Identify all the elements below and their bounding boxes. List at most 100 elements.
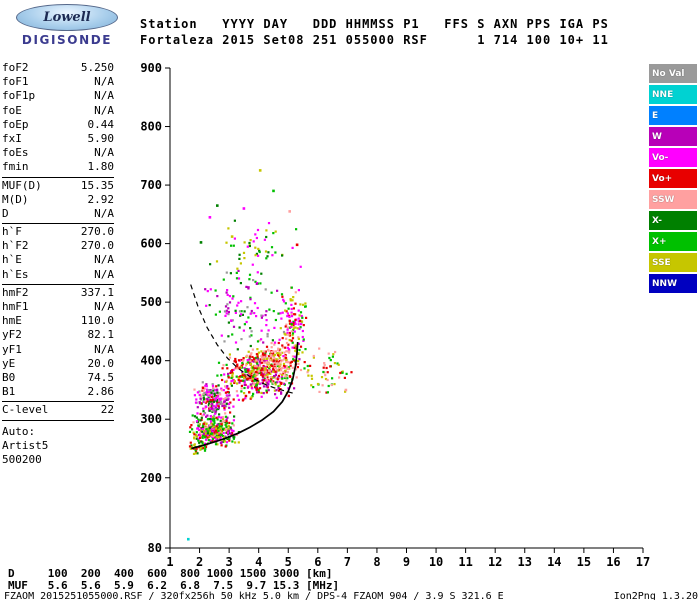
svg-text:700: 700	[140, 178, 162, 192]
param-value: N/A	[94, 103, 114, 117]
svg-text:800: 800	[140, 120, 162, 134]
param-label: hmE	[2, 314, 22, 328]
legend-item-vo: Vo-	[649, 148, 697, 167]
legend-item-x: X+	[649, 232, 697, 251]
legend-item-vo: Vo+	[649, 169, 697, 188]
legend-item-no-val: No Val	[649, 64, 697, 83]
svg-text:5: 5	[285, 555, 292, 569]
param-value: 270.0	[80, 225, 114, 239]
param-value: 2.86	[87, 385, 115, 399]
param-label: fxI	[2, 131, 22, 145]
param-row-m-d: M(D) 2.92	[2, 193, 114, 207]
param-value: N/A	[94, 300, 114, 313]
param-row-hmf2: hmF2 337.1	[2, 286, 114, 300]
param-row-ye: yE 20.0	[2, 357, 114, 371]
lowell-logo-oval: Lowell	[16, 4, 118, 31]
legend-item-ssw: SSW	[649, 190, 697, 209]
svg-text:400: 400	[140, 354, 162, 368]
param-value: N/A	[94, 253, 114, 267]
param-label: yE	[2, 356, 16, 370]
svg-text:4: 4	[255, 555, 262, 569]
legend-item-e: E	[649, 106, 697, 125]
param-row-yf2: yF2 82.1	[2, 328, 114, 342]
param-row-fxi: fxI 5.90	[2, 132, 114, 146]
param-row-fmin: fmin 1.80	[2, 160, 114, 174]
svg-text:6: 6	[314, 555, 321, 569]
param-value: 22	[100, 403, 114, 417]
param-row-hme: hmE 110.0	[2, 314, 114, 328]
param-label: foF2	[2, 61, 29, 74]
param-label: MUF(D)	[2, 178, 42, 192]
param-row-b0: B0 74.5	[2, 371, 114, 385]
logo-lowell-text: Lowell	[43, 10, 91, 25]
param-row-yf1: yF1 N/A	[2, 343, 114, 357]
muf-transmission-curve	[190, 284, 295, 395]
param-group: hmF2 337.1 hmF1 N/A hmE 110.0 yF2 82.1 yF1 N/A yE 2…	[2, 285, 114, 403]
autoscaled-trace	[191, 341, 299, 450]
svg-text:17: 17	[636, 555, 650, 569]
param-row-fof1: foF1 N/A	[2, 75, 114, 89]
legend-item-nnw: NNW	[649, 274, 697, 293]
svg-text:2: 2	[196, 555, 203, 569]
param-row-h-f2: h`F2 270.0	[2, 239, 114, 253]
param-group: h`F 270.0 h`F2 270.0 h`E N/A h`Es N/A	[2, 224, 114, 285]
param-row-foes: foEs N/A	[2, 146, 114, 160]
param-value: 5.250	[80, 61, 114, 74]
legend-item-w: W	[649, 127, 697, 146]
param-value: 337.1	[80, 285, 114, 299]
param-label: h`F	[2, 225, 22, 239]
legend-item-nne: NNE	[649, 85, 697, 104]
param-label: h`Es	[2, 267, 29, 281]
param-value: N/A	[94, 206, 114, 220]
param-group: foF2 5.250 foF1 N/A foF1p N/A foE N/A foEp 0.44 fx…	[2, 60, 114, 178]
param-label: yF2	[2, 328, 22, 342]
param-row-h-f: h`F 270.0	[2, 225, 114, 239]
svg-text:200: 200	[140, 471, 162, 485]
svg-text:12: 12	[488, 555, 502, 569]
param-value: 82.1	[87, 328, 115, 342]
param-group: MUF(D) 15.35 M(D) 2.92 D N/A	[2, 178, 114, 225]
legend-item-sse: SSE	[649, 253, 697, 272]
param-row-foep: foEp 0.44	[2, 118, 114, 132]
param-value: 2.92	[87, 192, 115, 206]
param-value: 270.0	[80, 239, 114, 253]
param-label: C-level	[2, 403, 49, 417]
svg-text:11: 11	[458, 555, 472, 569]
station-header-columns: Station YYYY DAY DDD HHMMSS P1 FFS S AXN…	[140, 17, 609, 31]
status-line: FZAOM_2015251055000.RSF / 320fx256h 50 k…	[4, 591, 698, 600]
param-value: 20.0	[87, 356, 115, 370]
param-row-fof1p: foF1p N/A	[2, 89, 114, 103]
param-row-muf-d: MUF(D) 15.35	[2, 179, 114, 193]
svg-text:7: 7	[344, 555, 351, 569]
svg-text:300: 300	[140, 412, 162, 426]
param-value: N/A	[94, 146, 114, 160]
param-label: foEs	[2, 146, 29, 160]
param-value: 0.44	[87, 117, 115, 131]
param-label: foE	[2, 103, 22, 117]
param-value: 5.90	[87, 131, 115, 145]
param-label: yF1	[2, 342, 22, 356]
param-row-b1: B1 2.86	[2, 385, 114, 399]
param-row-fof2: foF2 5.250	[2, 61, 114, 75]
param-row-c-level: C-level 22	[2, 403, 114, 417]
param-label: foF1p	[2, 89, 36, 103]
svg-text:8: 8	[373, 555, 380, 569]
echo-direction-legend: No Val NNE E W Vo- Vo+ SSW X- X+ SSE NNW	[649, 64, 697, 295]
param-label: hmF1	[2, 300, 29, 313]
param-value: 74.5	[87, 370, 115, 384]
param-label: D	[2, 206, 9, 220]
station-header-values: Fortaleza 2015 Set08 251 055000 RSF 1 71…	[140, 33, 609, 47]
param-label: B0	[2, 370, 16, 384]
logo-digisonde-text: DIGISONDE	[21, 33, 113, 47]
param-label: M(D)	[2, 192, 29, 206]
lowell-digisonde-logo: Lowell DIGISONDE	[6, 4, 128, 47]
legend-item-x: X-	[649, 211, 697, 230]
param-value: N/A	[94, 267, 114, 281]
param-row-hmf1: hmF1 N/A	[2, 300, 114, 314]
svg-text:1: 1	[166, 555, 173, 569]
autoscaling-info: Auto: Artist5 500200	[2, 421, 114, 468]
svg-text:500: 500	[140, 295, 162, 309]
autoscaling-line-auto: Auto:	[2, 424, 36, 438]
